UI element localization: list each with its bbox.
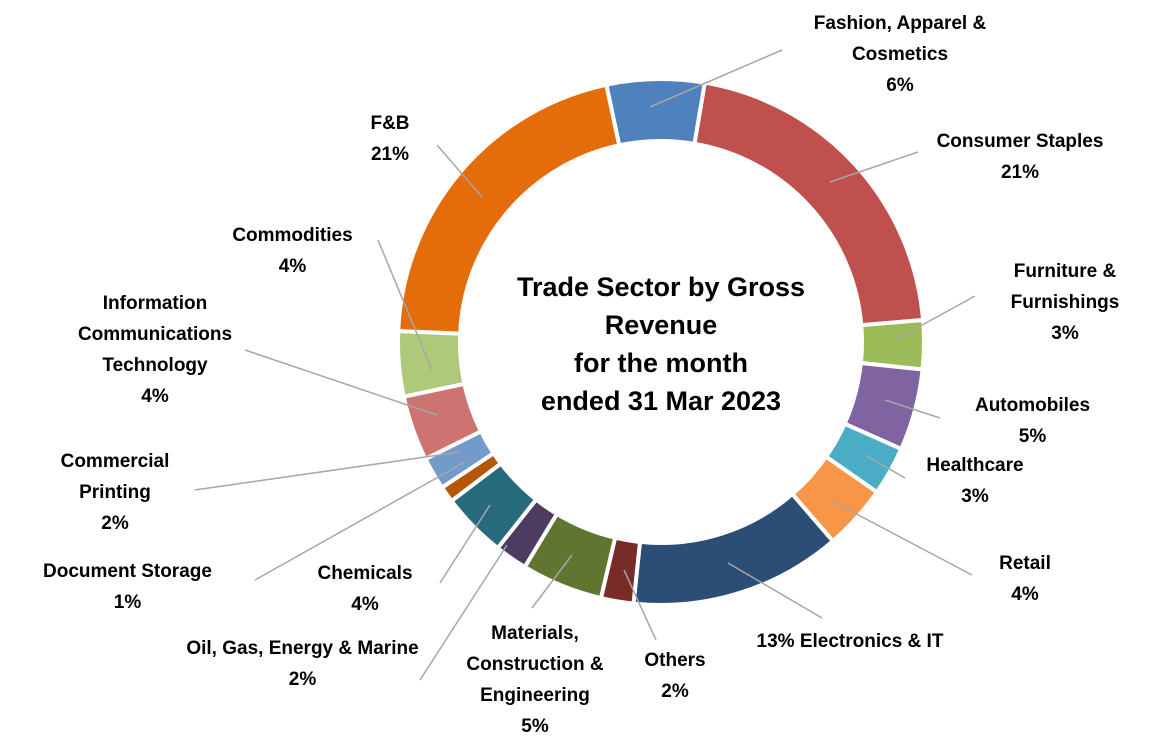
category-label: Retail [999,553,1051,574]
leader-line [244,349,438,416]
chart-title: Trade Sector by Gross Revenue for the mo… [516,272,806,416]
data-label: Materials, Construction & Engineering 5% [455,618,615,742]
category-label: Others [644,650,706,671]
value-label: 4% [1011,584,1039,605]
category-label: Commodities [232,225,353,246]
category-label: Healthcare [926,455,1024,476]
leader-line [727,562,823,619]
leader-line [194,451,461,491]
data-label: Healthcare 3% [905,450,1045,512]
data-label: Retail 4% [985,548,1065,610]
data-label: Chemicals 4% [300,558,430,620]
data-label: Fashion, Apparel & Cosmetics 6% [790,8,1010,101]
category-label: Information Communications Technology [77,293,233,376]
data-label: Consumer Staples 21% [910,126,1130,188]
leader-line [894,295,976,341]
leader-line [531,554,573,609]
value-label: 2% [661,681,689,702]
leader-line [864,454,906,479]
leader-line [623,569,657,641]
leader-line [254,461,466,581]
value-label: 21% [1000,162,1040,183]
value-label: 4% [141,386,169,407]
data-label: Information Communications Technology 4% [45,288,265,412]
data-label: 13% Electronics & IT [740,626,960,657]
data-label: Commodities 4% [210,220,375,282]
data-label: Furniture & Furnishings 3% [990,256,1140,349]
leader-line [829,499,973,576]
category-label: Document Storage [43,561,212,582]
donut-segment [396,82,622,336]
data-label: Commercial Printing 2% [30,446,200,539]
leader-line [649,49,783,108]
donut-segment [396,328,467,400]
value-label: 1% [113,592,142,613]
leader-line [884,399,941,419]
value-label: 5% [521,716,549,737]
data-label: F&B 21% [350,108,430,170]
leader-line [436,144,483,198]
leader-line [829,151,919,183]
category-label: Automobiles [974,395,1091,416]
donut-segment [631,491,836,607]
value-label: 6% [886,75,914,96]
value-label: 2% [101,513,129,534]
leader-line [419,544,508,681]
value-label: 21% [370,144,410,165]
leader-line [439,504,491,584]
category-label: Consumer Staples [936,131,1104,152]
value-label: 2% [288,669,317,690]
category-label: Commercial Printing [60,451,170,503]
data-label: Automobiles 5% [950,390,1115,452]
value-label: 13% [756,631,795,652]
value-label: 4% [351,594,379,615]
category-label: Chemicals [317,563,413,584]
category-label: Electronics & IT [799,631,944,652]
value-label: 3% [961,486,989,507]
category-label: Oil, Gas, Energy & Marine [186,638,419,659]
data-label: Others 2% [625,645,725,707]
value-label: 3% [1051,323,1079,344]
leader-line [377,239,433,371]
data-label: Oil, Gas, Energy & Marine 2% [185,633,420,695]
category-label: Furniture & Furnishings [1010,261,1120,313]
data-label: Document Storage 1% [10,556,245,618]
category-label: Materials, Construction & Engineering [466,623,604,706]
value-label: 4% [278,256,307,277]
category-label: Fashion, Apparel & Cosmetics [813,13,987,65]
value-label: 5% [1018,426,1047,447]
category-label: F&B [370,113,410,134]
